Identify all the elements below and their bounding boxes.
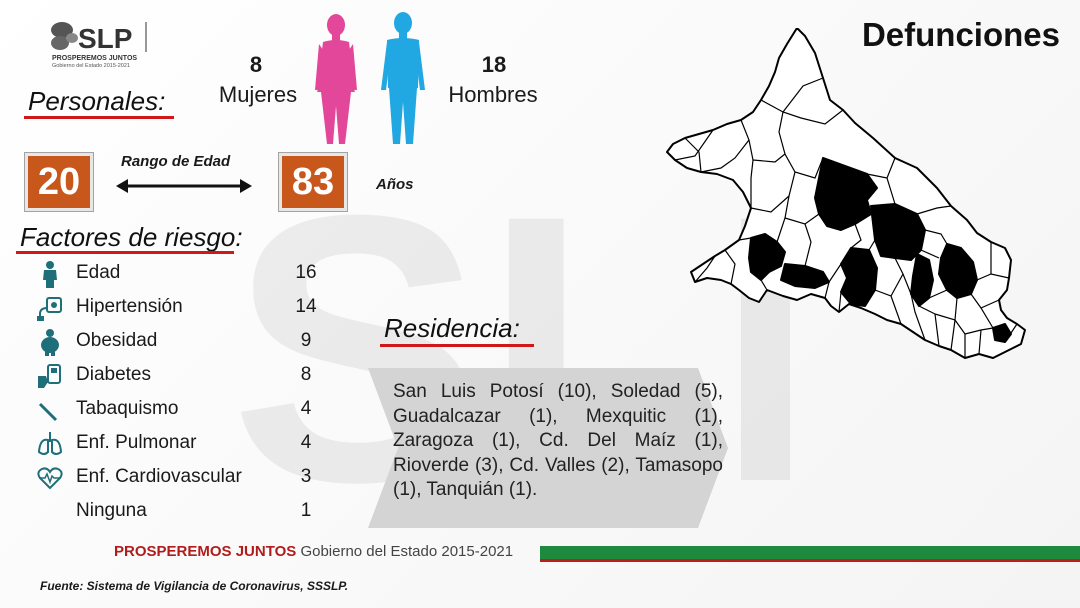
risk-label: Ninguna	[76, 500, 147, 521]
glucometer-icon	[38, 364, 61, 388]
age-range-title: Rango de Edad	[121, 153, 231, 170]
risk-label: Edad	[76, 262, 121, 283]
risk-item: Edad 16	[36, 258, 326, 288]
age-max-box: 83	[278, 152, 348, 212]
heart-pulse-icon	[37, 467, 63, 490]
risk-item: Enf. Cardiovascular 3	[36, 462, 326, 492]
men-count: 18	[481, 52, 507, 77]
risk-item: Hipertensión 14	[36, 292, 326, 322]
risk-item: Tabaquismo 4	[36, 394, 326, 424]
risk-label: Diabetes	[76, 364, 151, 385]
cigarette-icon	[38, 402, 58, 422]
risk-label: Enf. Cardiovascular	[76, 466, 242, 487]
residencia-text: San Luis Potosí (10), Soledad (5), Guada…	[393, 381, 723, 500]
footer-brand: PROSPEREMOS JUNTOS Gobierno del Estado 2…	[114, 543, 513, 560]
personales-heading: Personales:	[28, 86, 166, 116]
footer-brand-rest: Gobierno del Estado 2015-2021	[300, 543, 514, 560]
residencia-underline	[380, 344, 534, 347]
footer-red-bar	[540, 559, 1080, 562]
blood-pressure-icon	[37, 297, 62, 321]
lungs-icon	[37, 432, 63, 455]
men-label: Hombres	[448, 82, 538, 107]
risk-count: 1	[300, 500, 312, 521]
risk-heading: Factores de riesgo:	[20, 222, 243, 252]
risk-item: Enf. Pulmonar 4	[36, 428, 326, 458]
risk-label: Obesidad	[76, 330, 158, 351]
source-note: Fuente: Sistema de Vigilancia de Coronav…	[40, 579, 349, 593]
woman-icon	[315, 14, 357, 144]
slp-logo: SLP	[51, 22, 147, 54]
risk-item: Obesidad 9	[36, 326, 326, 356]
women-label: Mujeres	[218, 82, 298, 107]
risk-label: Tabaquismo	[76, 398, 179, 419]
obesity-icon	[41, 329, 59, 356]
state-map	[666, 28, 1026, 359]
risk-label: Hipertensión	[76, 296, 183, 317]
risk-count: 4	[300, 398, 312, 419]
risk-count: 4	[300, 432, 312, 453]
risk-underline	[16, 251, 234, 254]
risk-item: Ninguna 1	[36, 496, 326, 526]
person-icon	[43, 261, 57, 288]
residencia-arrow-shape	[368, 368, 728, 528]
women-count: 8	[249, 52, 263, 77]
svg-text:SLP: SLP	[78, 23, 132, 54]
page-title: Defunciones	[861, 16, 1060, 53]
risk-count: 8	[300, 364, 312, 385]
risk-label: Enf. Pulmonar	[76, 432, 197, 453]
risk-count: 9	[300, 330, 312, 351]
logo-tagline: PROSPEREMOS JUNTOS	[52, 55, 138, 62]
footer-brand-bold: PROSPEREMOS JUNTOS	[114, 543, 297, 560]
footer-green-bar	[540, 546, 1080, 559]
risk-count: 14	[295, 296, 317, 317]
personales-underline	[24, 116, 174, 119]
double-arrow-icon	[116, 179, 252, 193]
residencia-heading: Residencia:	[384, 313, 520, 343]
risk-count: 16	[295, 262, 317, 283]
age-unit: Años	[376, 176, 414, 193]
age-min-box: 20	[24, 152, 94, 212]
risk-count: 3	[300, 466, 312, 487]
man-icon	[381, 12, 425, 144]
risk-item: Diabetes 8	[36, 360, 326, 390]
logo-subline: Gobierno del Estado 2015-2021	[52, 63, 130, 69]
